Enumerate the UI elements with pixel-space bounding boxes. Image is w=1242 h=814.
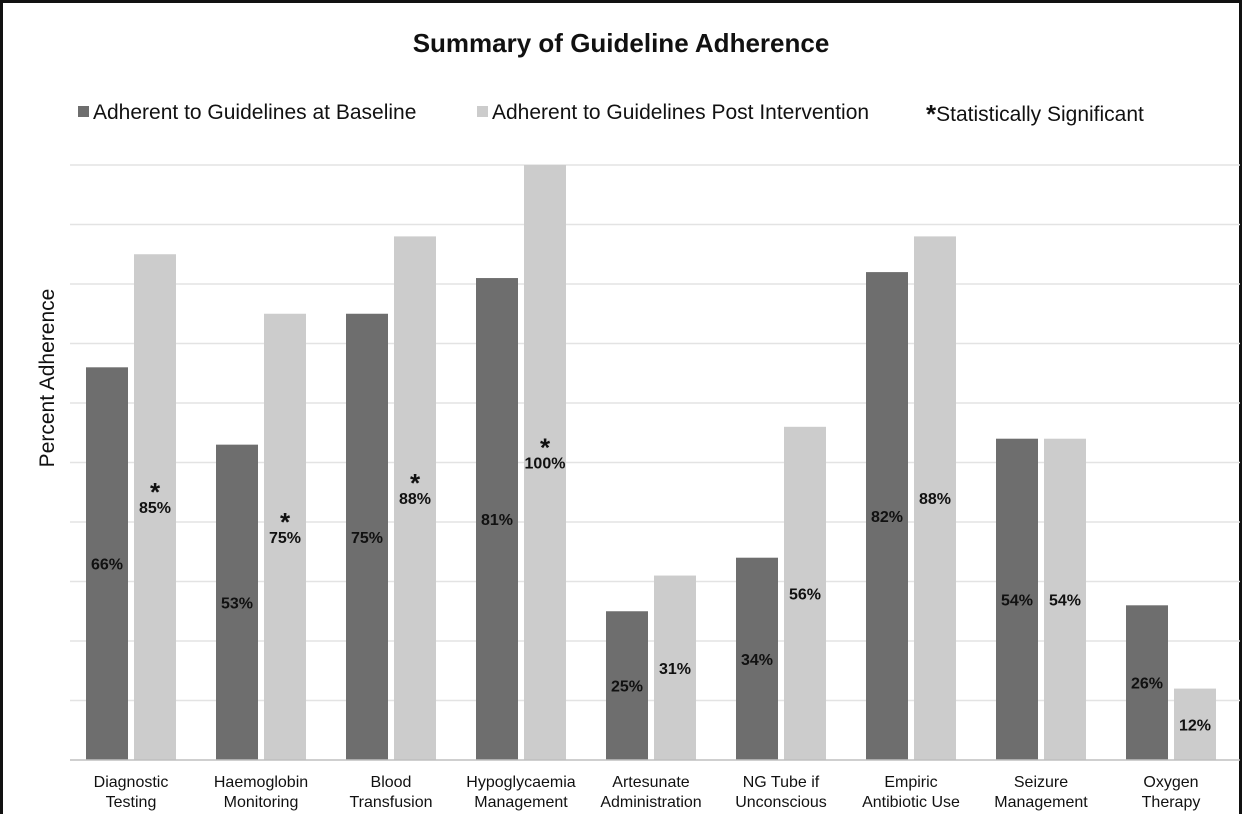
x-tick-label: Haemoglobin Monitoring	[214, 774, 308, 811]
y-axis-label: Percent Adherence	[36, 289, 59, 468]
x-tick-label-line: Therapy	[1142, 794, 1201, 811]
data-label-baseline: 66%	[91, 557, 123, 574]
legend: Adherent to Guidelines at Baseline Adher…	[78, 99, 1144, 129]
legend-label-post: Adherent to Guidelines Post Intervention	[492, 101, 869, 124]
x-tick-label: NG Tube if Unconscious	[735, 774, 827, 811]
x-tick-label-line: Management	[994, 794, 1088, 811]
x-tick-label-line: Administration	[600, 794, 701, 811]
x-tick-label-line: Monitoring	[224, 794, 299, 811]
bar-baseline	[476, 278, 518, 760]
bar-baseline	[996, 438, 1038, 760]
significance-star: *	[540, 433, 551, 463]
bar-post	[654, 575, 696, 760]
data-label-baseline: 25%	[611, 679, 643, 696]
x-tick-label-line: Haemoglobin	[214, 774, 308, 791]
x-tick-label-line: Oxygen	[1143, 774, 1198, 791]
data-label-baseline: 26%	[1131, 676, 1163, 693]
x-tick-label-line: NG Tube if	[743, 774, 820, 791]
x-tick-label-line: Unconscious	[735, 794, 827, 811]
bar-post	[394, 236, 436, 760]
x-tick-label-line: Testing	[106, 794, 157, 811]
legend-label-baseline: Adherent to Guidelines at Baseline	[93, 101, 416, 124]
bar-baseline	[216, 444, 258, 760]
data-label-post: 54%	[1049, 592, 1081, 609]
data-label-post: 100%	[525, 456, 566, 473]
data-label-post: 12%	[1179, 717, 1211, 734]
bar-baseline	[346, 313, 388, 760]
x-axis-tick-labels: Diagnostic Testing Haemoglobin Monitoring Bl…	[94, 774, 1201, 811]
data-label-post: 31%	[659, 661, 691, 678]
x-tick-label-line: Artesunate	[612, 774, 689, 791]
chart-title: Summary of Guideline Adherence	[413, 28, 830, 58]
data-label-post: 56%	[789, 586, 821, 603]
x-tick-label-line: Hypoglycaemia	[466, 774, 575, 791]
significance-star: *	[150, 477, 161, 507]
x-tick-label: Seizure Management	[994, 774, 1088, 811]
bar-baseline	[86, 367, 128, 760]
legend-significance-label: Statistically Significant	[936, 103, 1144, 126]
bar-post	[914, 236, 956, 760]
x-tick-label-line: Empiric	[884, 774, 937, 791]
x-tick-label: Hypoglycaemia Management	[466, 774, 575, 811]
data-label-post: 88%	[399, 491, 431, 508]
x-tick-label: Oxygen Therapy	[1142, 774, 1201, 811]
significance-markers: * * * *	[150, 433, 551, 537]
data-label-baseline: 81%	[481, 512, 513, 529]
x-tick-label: Empiric Antibiotic Use	[862, 774, 960, 811]
x-tick-label: Blood Transfusion	[350, 774, 433, 811]
data-label-post: 75%	[269, 530, 301, 547]
significance-star: *	[280, 507, 291, 537]
bar-baseline	[866, 272, 908, 760]
legend-significance: *Statistically Significant	[926, 99, 1144, 129]
bar-baseline	[1126, 605, 1168, 760]
bars	[86, 165, 1216, 760]
legend-significance-symbol: *	[926, 99, 937, 129]
x-tick-label-line: Transfusion	[350, 794, 433, 811]
data-label-baseline: 34%	[741, 652, 773, 669]
legend-swatch-post	[477, 106, 488, 117]
data-labels: 66% 85% 53% 75% 75% 88% 81% 100% 25% 31% 34% 56% 82%…	[91, 456, 1211, 735]
bar-post	[1174, 688, 1216, 760]
bar-baseline	[606, 611, 648, 760]
x-tick-label: Artesunate Administration	[600, 774, 701, 811]
bar-post	[264, 313, 306, 760]
data-label-baseline: 82%	[871, 509, 903, 526]
bar-post	[524, 165, 566, 760]
x-tick-label: Diagnostic Testing	[94, 774, 169, 811]
data-label-baseline: 53%	[221, 595, 253, 612]
x-tick-label-line: Blood	[371, 774, 412, 791]
bar-post	[784, 426, 826, 760]
data-label-baseline: 54%	[1001, 592, 1033, 609]
significance-star: *	[410, 468, 421, 498]
data-label-baseline: 75%	[351, 530, 383, 547]
bar-post	[134, 254, 176, 760]
x-tick-label-line: Diagnostic	[94, 774, 169, 791]
x-tick-label-line: Management	[474, 794, 568, 811]
x-tick-label-line: Antibiotic Use	[862, 794, 960, 811]
data-label-post: 88%	[919, 491, 951, 508]
bar-post	[1044, 438, 1086, 760]
data-label-post: 85%	[139, 500, 171, 517]
x-tick-label-line: Seizure	[1014, 774, 1068, 791]
bar-baseline	[736, 557, 778, 760]
legend-swatch-baseline	[78, 106, 89, 117]
